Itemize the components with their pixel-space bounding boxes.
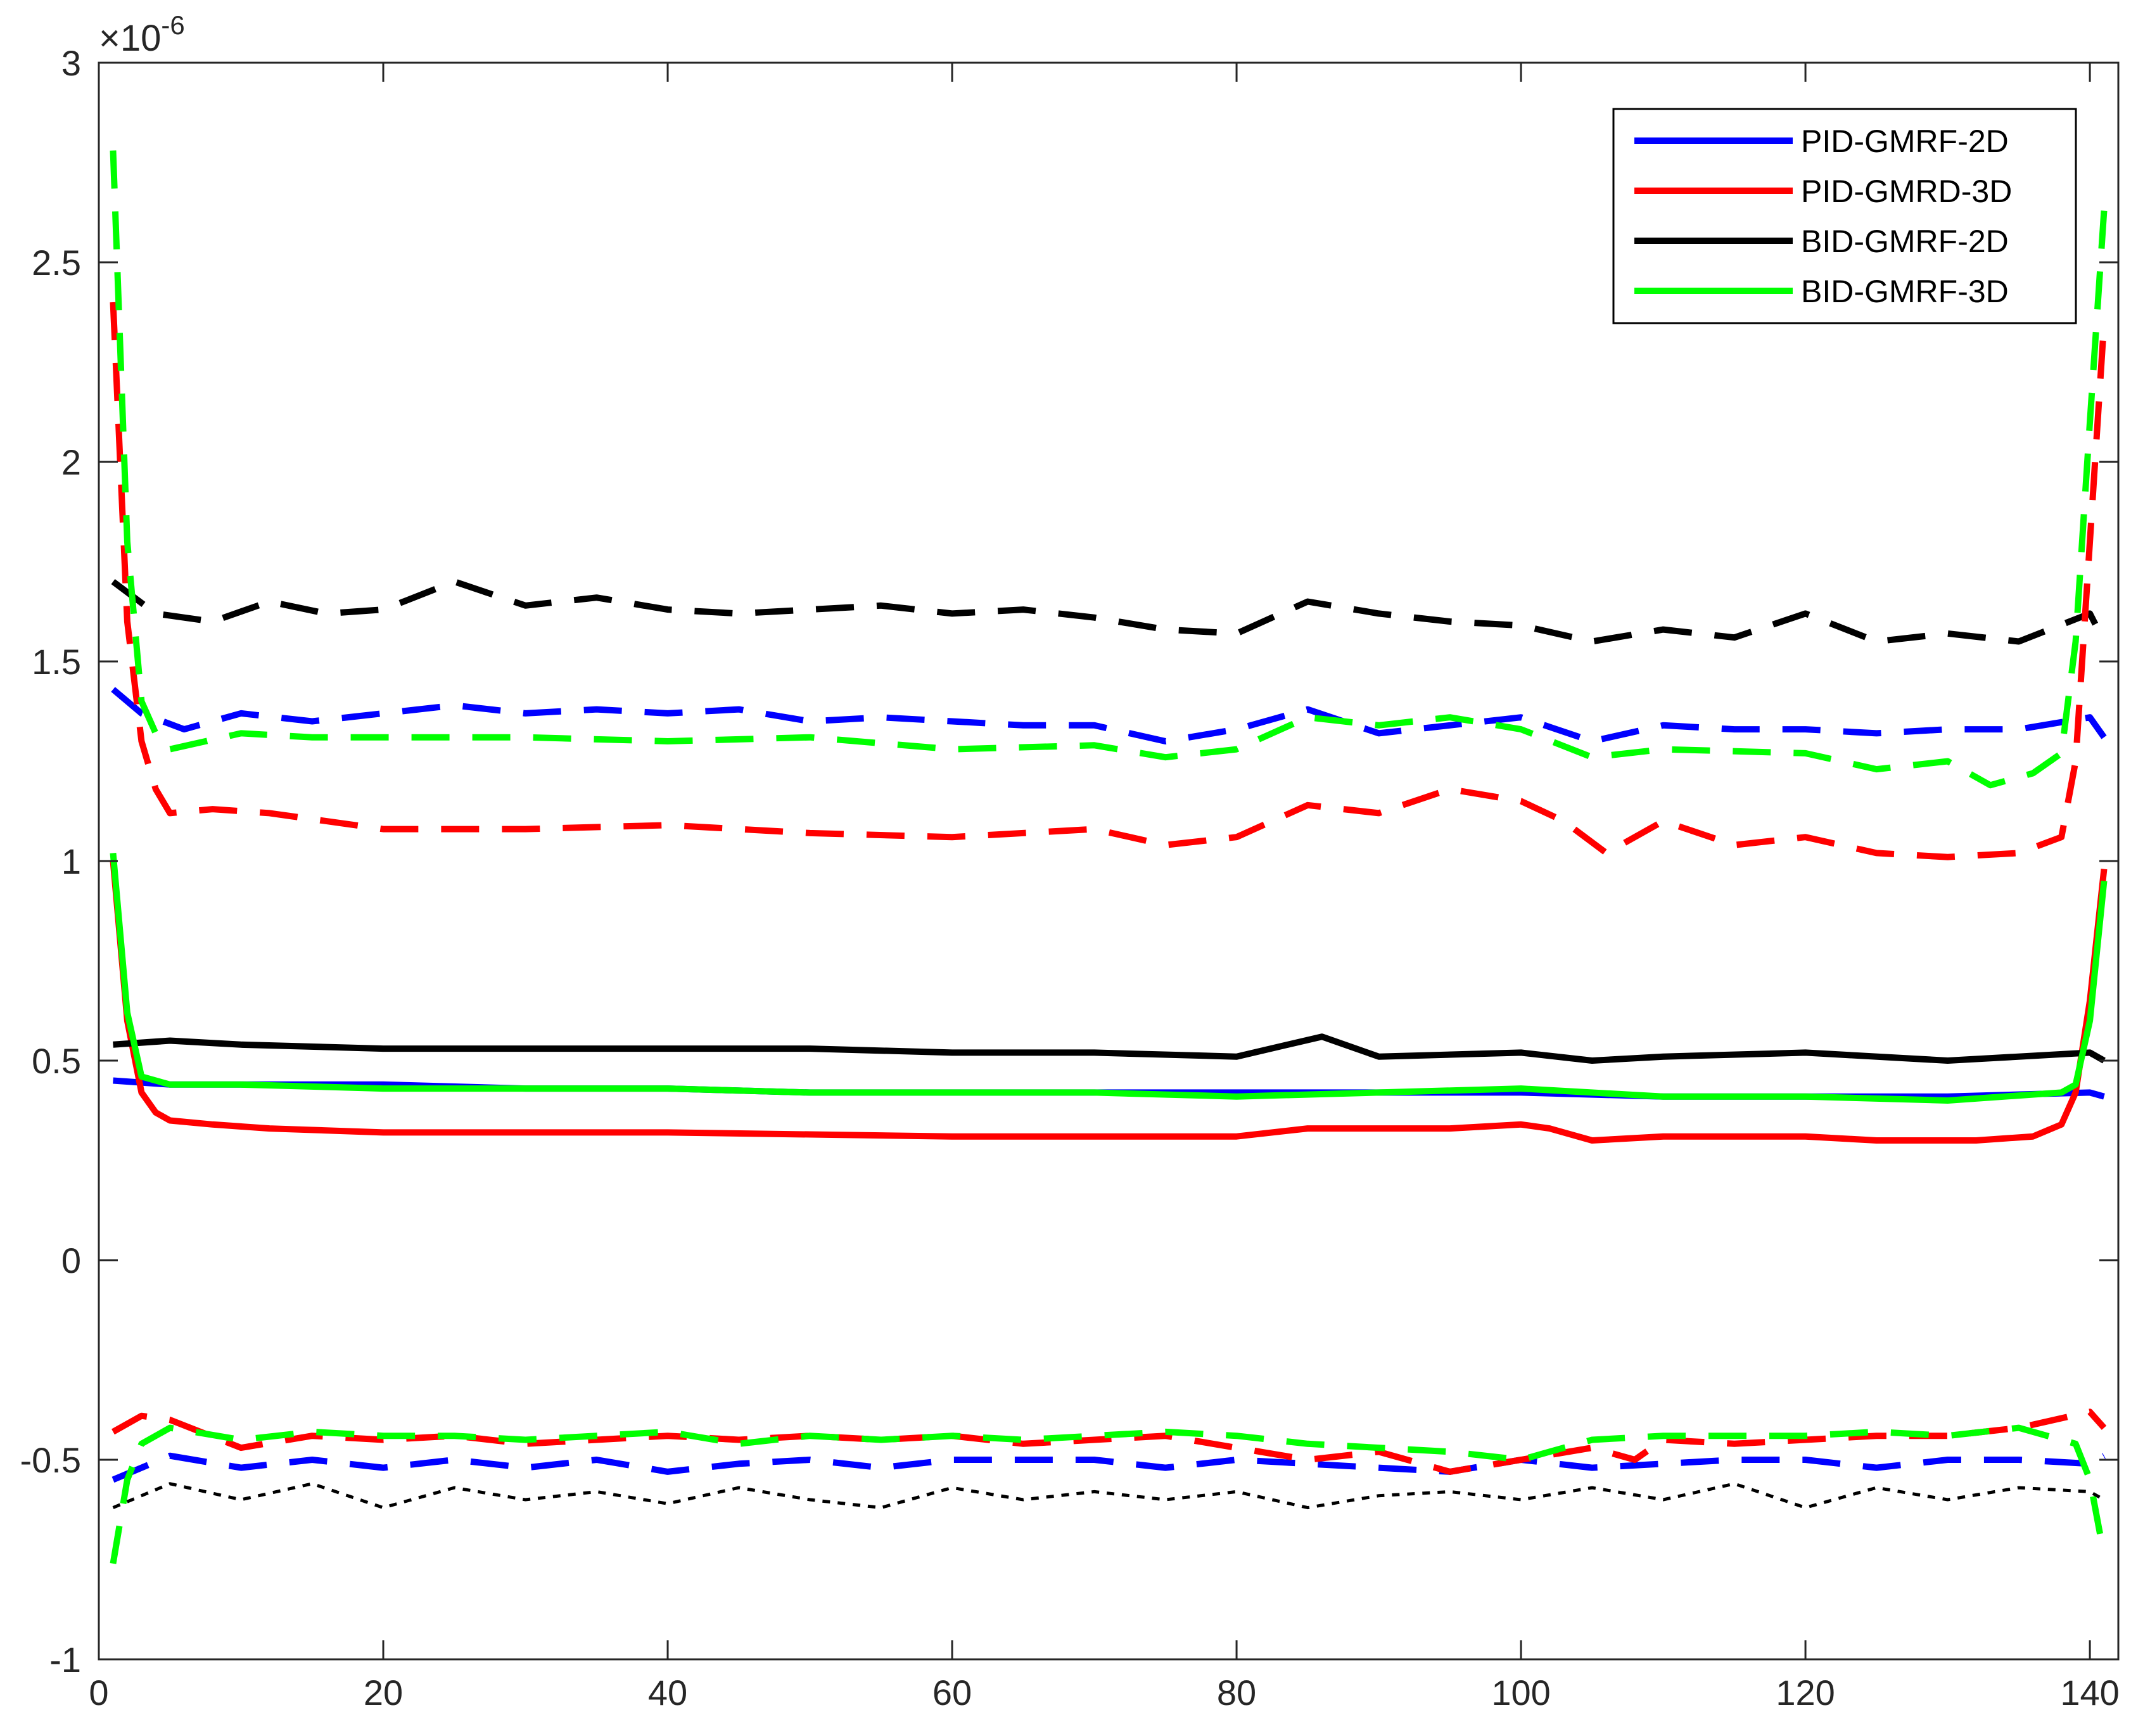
series-line-5 <box>111 578 2107 645</box>
series-line-4 <box>110 852 2108 1104</box>
series-line-9 <box>111 1452 2106 1483</box>
y-tick-label-1.5: 1.5 <box>32 642 81 682</box>
y-tick-label-0.5: 0.5 <box>32 1041 81 1081</box>
y-exponent-label: ×10-6 <box>99 10 185 59</box>
x-tick-label-80: 80 <box>1217 1673 1256 1713</box>
series-line-3 <box>113 1033 2106 1064</box>
series-line-11 <box>110 1424 2108 1564</box>
y-tick-label-2: 2 <box>61 442 81 482</box>
series-line-6 <box>111 687 2107 744</box>
x-tick-label-120: 120 <box>1776 1673 1835 1713</box>
y-tick-label-0: 0 <box>61 1241 81 1280</box>
y-tick-label-3: 3 <box>61 43 81 83</box>
series-layer <box>110 150 2108 1564</box>
series-line-7 <box>110 302 2108 860</box>
y-tick-label-1: 1 <box>61 841 81 881</box>
x-tick-label-40: 40 <box>648 1673 687 1713</box>
y-exponent-power: -6 <box>161 10 184 40</box>
y-exponent-base: ×10 <box>99 18 161 59</box>
x-tick-label-0: 0 <box>89 1673 108 1713</box>
legend-items: PID-GMRF-2D PID-GMRD-3D BID-GMRF-2D BID-GMR… <box>1634 124 2012 309</box>
legend: PID-GMRF-2D PID-GMRD-3D BID-GMRF-2D BID-GMR… <box>1612 108 2077 324</box>
legend-label-1: PID-GMRF-2D <box>1801 124 2009 159</box>
legend-box <box>1612 108 2077 324</box>
legend-label-3: BID-GMRF-2D <box>1801 224 2009 259</box>
series-line-2 <box>110 860 2108 1144</box>
legend-label-2: PID-GMRD-3D <box>1801 174 2012 209</box>
y-tick-label-2.5: 2.5 <box>32 243 81 283</box>
y-tick-label--0.5: -0.5 <box>20 1440 82 1480</box>
series-line-10 <box>111 1408 2107 1475</box>
tick-layer: 0 20 40 60 80 100 120 140 -1 -0.5 0 0.5 1 1.5 2 2.5 3 <box>20 43 2120 1713</box>
x-tick-label-100: 100 <box>1491 1673 1550 1713</box>
y-tick-label--1: -1 <box>49 1640 81 1680</box>
x-tick-label-140: 140 <box>2060 1673 2119 1713</box>
series-line-8 <box>110 150 2108 789</box>
x-tick-label-60: 60 <box>932 1673 972 1713</box>
x-tick-label-20: 20 <box>364 1673 403 1713</box>
legend-label-4: BID-GMRF-3D <box>1801 274 2009 309</box>
